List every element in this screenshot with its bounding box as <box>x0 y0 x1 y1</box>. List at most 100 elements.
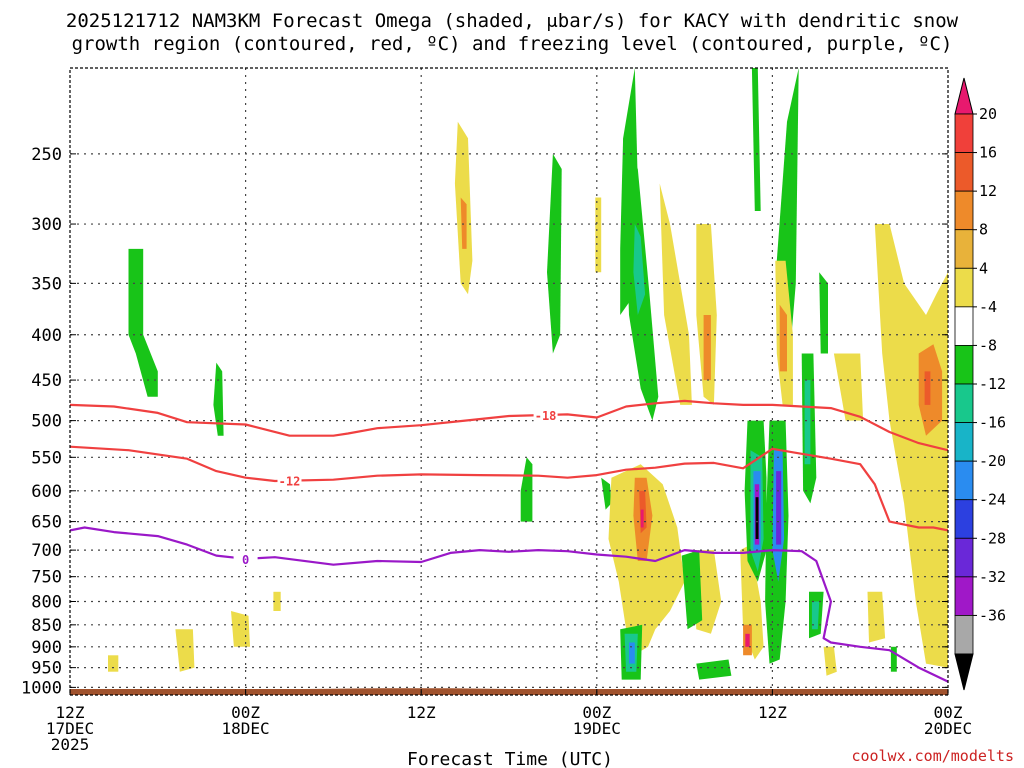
omega-area-51 <box>231 611 250 647</box>
colorbar-label-10: -24 <box>979 491 1006 509</box>
omega-area-12 <box>696 224 717 405</box>
credit-text: coolwx.com/modelts <box>851 747 1014 765</box>
omega-area-43 <box>681 550 703 630</box>
xtick-label-36-0: 00Z <box>582 703 611 722</box>
ytick-label-800: 800 <box>31 593 62 613</box>
colorbar-bin-8 <box>954 383 974 423</box>
omega-area-26 <box>640 509 644 528</box>
colorbar-bin-11 <box>954 499 974 539</box>
xtick-label-12-1: 18DEC <box>222 719 270 738</box>
contour-label-bg-0 <box>533 407 558 423</box>
colorbar-bin-12 <box>954 537 974 578</box>
xtick-label-60-0: 00Z <box>934 703 963 722</box>
colorbar-label-11: -28 <box>979 529 1006 547</box>
colorbar-label-8: -16 <box>979 414 1006 432</box>
omega-area-13 <box>703 315 711 381</box>
x-axis-label: Forecast Time (UTC) <box>407 749 613 768</box>
colorbar-bin-14 <box>954 615 974 655</box>
omega-area-40 <box>776 471 782 545</box>
xtick-label-48-0: 12Z <box>758 703 787 722</box>
ytick-label-700: 700 <box>31 541 62 561</box>
omega-area-1 <box>213 362 224 436</box>
omega-shading-layer <box>108 68 948 680</box>
colorbar-label-4: 4 <box>979 259 988 277</box>
omega-area-7 <box>601 477 612 510</box>
omega-area-19 <box>833 353 864 421</box>
omega-area-52 <box>175 629 195 672</box>
omega-area-6 <box>520 457 533 522</box>
omega-area-42 <box>804 380 811 465</box>
ytick-label-900: 900 <box>31 638 62 658</box>
omega-area-22 <box>924 371 931 405</box>
chart-title-line-1: 2025121712 NAM3KM Forecast Omega (shaded… <box>65 10 959 32</box>
colorbar-bin-10 <box>954 460 974 501</box>
contour-label-bg-1 <box>277 472 302 488</box>
colorbar-bin-1 <box>954 113 974 153</box>
omega-area-11 <box>659 183 692 405</box>
omega-area-53 <box>108 655 119 672</box>
omega-area-47 <box>696 659 732 680</box>
omega-area-20 <box>874 224 948 668</box>
colorbar-bin-9 <box>954 422 974 462</box>
colorbar-label-6: -8 <box>979 336 997 354</box>
ytick-label-850: 850 <box>31 616 62 636</box>
ytick-label-950: 950 <box>31 659 62 679</box>
omega-area-4 <box>547 153 562 354</box>
colorbar: 20 16 12 8 4 -4 -8 -12 -16 -20 -24 -28 -32 -36 <box>954 77 1006 691</box>
colorbar-bin-3 <box>954 190 974 231</box>
omega-area-49 <box>811 601 820 630</box>
colorbar-bottom-arrow <box>954 653 974 691</box>
omega-area-5 <box>595 197 602 273</box>
contour-label-1: -12 <box>279 475 301 489</box>
omega-area-0 <box>128 248 158 397</box>
ytick-label-500: 500 <box>31 412 62 432</box>
colorbar-label-12: -32 <box>979 568 1006 586</box>
omega-area-31 <box>823 646 837 676</box>
xtick-label-0-2: 2025 <box>51 735 90 754</box>
omega-area-37 <box>755 497 759 539</box>
colorbar-label-0: 20 <box>979 105 997 123</box>
ytick-label-550: 550 <box>31 448 62 468</box>
xtick-label-12-0: 00Z <box>231 703 260 722</box>
colorbar-label-9: -20 <box>979 452 1006 470</box>
contour-lines: -18 -12 0 <box>70 399 948 683</box>
xtick-label-24-0: 12Z <box>407 703 436 722</box>
omega-area-18 <box>819 272 828 354</box>
colorbar-label-13: -36 <box>979 606 1006 624</box>
colorbar-label-5: -4 <box>979 298 997 316</box>
contour-label-bg-2 <box>233 550 258 566</box>
plot-frame <box>69 67 949 696</box>
contour-line-0 <box>70 399 948 452</box>
terrain-layer <box>70 688 948 695</box>
xtick-label-0-0: 12Z <box>56 703 85 722</box>
contour-line-1 <box>70 445 948 532</box>
ytick-label-250: 250 <box>31 145 62 165</box>
colorbar-bin-4 <box>954 229 974 269</box>
colorbar-label-3: 8 <box>979 221 988 239</box>
contour-label-2: 0 <box>242 553 249 567</box>
colorbar-label-7: -12 <box>979 375 1006 393</box>
ytick-label-1000: 1000 <box>21 678 62 698</box>
ytick-label-750: 750 <box>31 568 62 588</box>
ytick-label-350: 350 <box>31 274 62 294</box>
contour-line-2 <box>70 526 948 683</box>
colorbar-bin-7 <box>954 345 974 385</box>
omega-area-46 <box>629 642 635 664</box>
xtick-label-36-1: 19DEC <box>573 719 621 738</box>
xtick-label-60-1: 20DEC <box>924 719 972 738</box>
ytick-label-400: 400 <box>31 326 62 346</box>
omega-area-3 <box>460 197 467 249</box>
colorbar-top-arrow <box>954 77 974 115</box>
omega-area-32 <box>867 591 886 643</box>
colorbar-bin-13 <box>954 576 974 616</box>
colorbar-label-2: 12 <box>979 182 997 200</box>
terrain-ground <box>70 688 948 695</box>
ytick-label-450: 450 <box>31 371 62 391</box>
chart-title-line-2: growth region (contoured, red, ºC) and f… <box>71 33 953 55</box>
contour-label-0: -18 <box>535 409 557 423</box>
omega-area-30 <box>745 633 750 647</box>
axes: 2503003504004505005506006507007508008509… <box>21 67 972 754</box>
ytick-label-300: 300 <box>31 215 62 235</box>
colorbar-label-1: 16 <box>979 144 997 162</box>
